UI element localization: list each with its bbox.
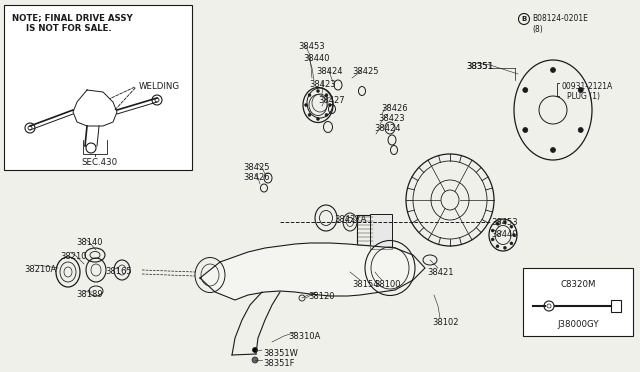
Text: 38427: 38427 — [318, 96, 344, 105]
Text: 38424: 38424 — [316, 67, 342, 76]
Circle shape — [305, 103, 307, 106]
Text: B08124-0201E: B08124-0201E — [532, 14, 588, 23]
Text: NOTE; FINAL DRIVE ASSY: NOTE; FINAL DRIVE ASSY — [12, 13, 132, 22]
Text: 38120: 38120 — [308, 292, 335, 301]
Text: SEC.430: SEC.430 — [81, 158, 117, 167]
Circle shape — [317, 118, 319, 121]
Bar — [523, 268, 633, 336]
Circle shape — [578, 128, 583, 132]
Text: 38423: 38423 — [378, 114, 404, 123]
Text: 38154: 38154 — [352, 280, 378, 289]
Text: 38424: 38424 — [374, 124, 401, 133]
Text: PLUG (1): PLUG (1) — [567, 92, 600, 101]
Text: 38440: 38440 — [491, 230, 518, 239]
Text: 38351F: 38351F — [263, 359, 294, 368]
Text: J38000GY: J38000GY — [557, 320, 599, 329]
Circle shape — [491, 229, 494, 232]
Circle shape — [253, 347, 257, 353]
Text: 38421: 38421 — [427, 268, 454, 277]
Text: IS NOT FOR SALE.: IS NOT FOR SALE. — [26, 24, 112, 33]
Text: 38210: 38210 — [60, 252, 86, 261]
Circle shape — [550, 148, 556, 153]
Circle shape — [504, 221, 506, 224]
Circle shape — [523, 128, 528, 132]
Text: 38425: 38425 — [243, 163, 269, 172]
Text: (8): (8) — [532, 25, 543, 34]
Circle shape — [510, 242, 513, 245]
Bar — [4, 5, 192, 170]
Circle shape — [325, 113, 328, 116]
Circle shape — [308, 113, 311, 116]
Circle shape — [504, 246, 506, 249]
Circle shape — [510, 225, 513, 228]
Circle shape — [513, 234, 515, 237]
Text: 38453: 38453 — [491, 218, 518, 227]
Circle shape — [578, 87, 583, 93]
Circle shape — [308, 94, 311, 97]
Circle shape — [523, 87, 528, 93]
Circle shape — [491, 238, 494, 241]
Text: 38189: 38189 — [76, 290, 102, 299]
Text: 38351W: 38351W — [263, 349, 298, 358]
Text: 38210A: 38210A — [24, 265, 56, 274]
Text: 38351: 38351 — [466, 62, 493, 71]
Text: 38310A: 38310A — [288, 332, 321, 341]
Circle shape — [325, 94, 328, 97]
Text: 38426: 38426 — [381, 104, 408, 113]
Bar — [370, 214, 392, 249]
Text: 38351: 38351 — [466, 62, 493, 71]
Text: 38425: 38425 — [352, 67, 378, 76]
Circle shape — [496, 245, 499, 248]
Bar — [357, 215, 373, 245]
Bar — [611, 300, 621, 312]
Circle shape — [550, 67, 556, 73]
Text: 38102: 38102 — [432, 318, 458, 327]
Circle shape — [317, 90, 319, 93]
Polygon shape — [200, 243, 425, 300]
Text: B: B — [522, 16, 527, 22]
Text: 38423: 38423 — [309, 80, 335, 89]
Text: 38426: 38426 — [243, 173, 269, 182]
Circle shape — [496, 222, 499, 225]
Text: 38440: 38440 — [303, 54, 330, 63]
Text: 38140: 38140 — [76, 238, 102, 247]
Circle shape — [252, 357, 258, 363]
Circle shape — [328, 103, 332, 106]
Text: C8320M: C8320M — [560, 280, 596, 289]
Text: 38100: 38100 — [374, 280, 401, 289]
Text: 38453: 38453 — [298, 42, 324, 51]
Text: WELDING: WELDING — [139, 82, 180, 91]
Text: 00931-2121A: 00931-2121A — [561, 82, 612, 91]
Text: 38165: 38165 — [105, 267, 132, 276]
Text: 38427A: 38427A — [334, 215, 366, 224]
